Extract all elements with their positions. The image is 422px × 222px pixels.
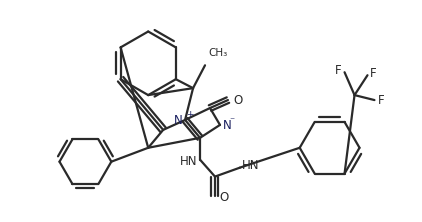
Text: F: F [335, 64, 341, 77]
Text: HN: HN [179, 155, 197, 168]
Text: O: O [219, 191, 228, 204]
Text: N: N [174, 114, 183, 127]
Text: ⁻: ⁻ [230, 116, 235, 126]
Text: +: + [187, 111, 194, 119]
Text: O: O [233, 93, 242, 107]
Text: F: F [377, 93, 384, 107]
Text: CH₃: CH₃ [208, 48, 227, 58]
Text: F: F [370, 67, 376, 80]
Text: HN: HN [242, 159, 260, 172]
Text: N: N [223, 119, 232, 132]
